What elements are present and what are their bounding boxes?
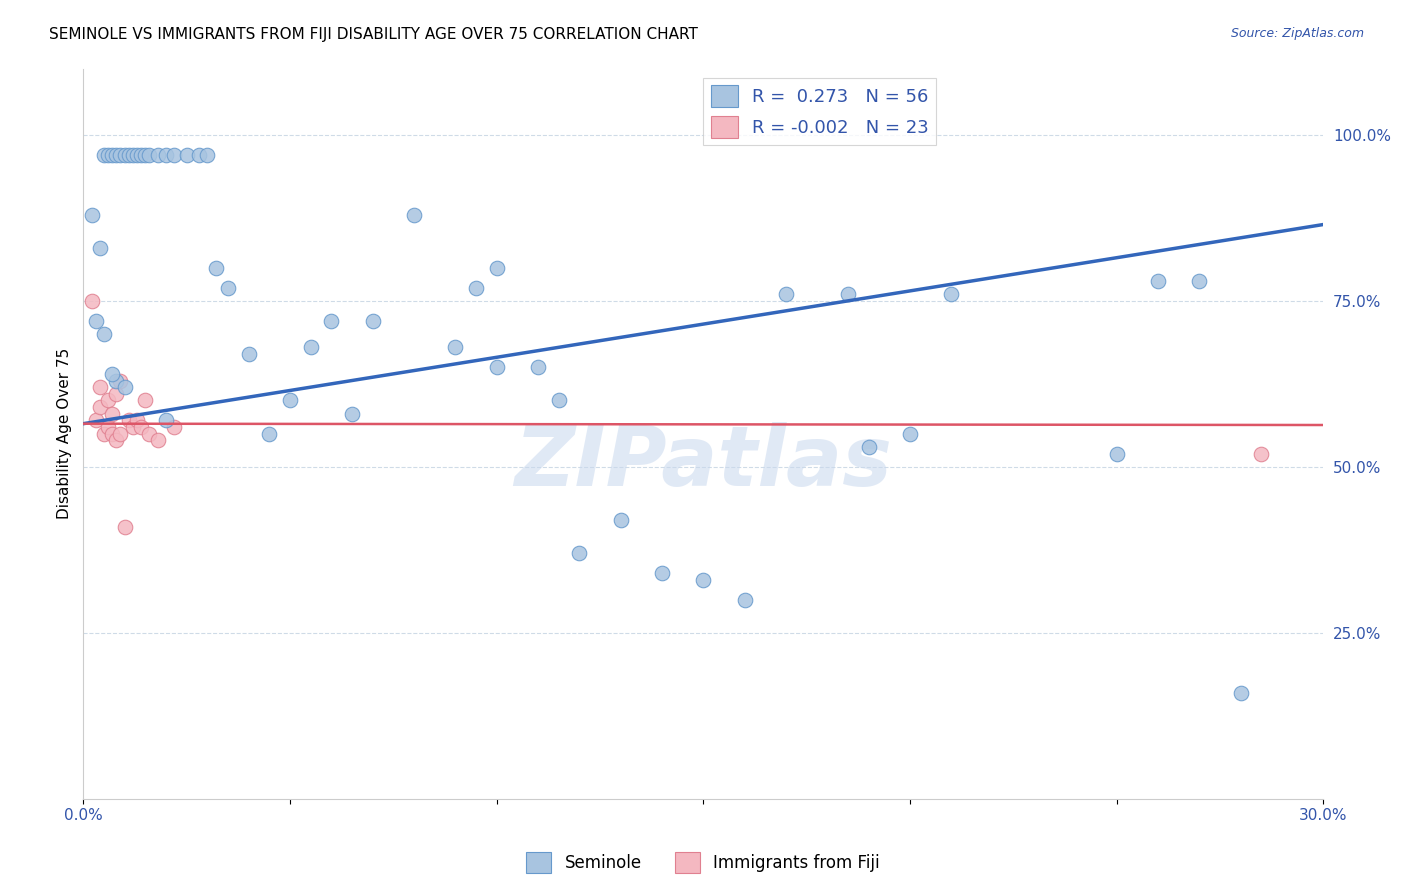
Point <box>129 148 152 162</box>
Point <box>1188 274 1211 288</box>
Point <box>114 519 136 533</box>
Point <box>97 393 120 408</box>
Point <box>101 367 124 381</box>
Point <box>775 287 797 301</box>
Point <box>651 566 673 580</box>
Point <box>84 413 107 427</box>
Point <box>105 148 128 162</box>
Point <box>188 148 211 162</box>
Point <box>80 293 103 308</box>
Point <box>97 148 120 162</box>
Point <box>89 380 111 394</box>
Point <box>114 148 136 162</box>
Point <box>97 420 120 434</box>
Point <box>122 148 145 162</box>
Point <box>837 287 859 301</box>
Point <box>1229 685 1251 699</box>
Point <box>118 148 141 162</box>
Point <box>84 314 107 328</box>
Point <box>134 393 156 408</box>
Point <box>176 148 198 162</box>
Point <box>485 360 508 375</box>
Point <box>155 148 177 162</box>
Legend: R =  0.273   N = 56, R = -0.002   N = 23: R = 0.273 N = 56, R = -0.002 N = 23 <box>703 78 936 145</box>
Point <box>321 314 343 328</box>
Point <box>89 241 111 255</box>
Point <box>110 374 132 388</box>
Point <box>1250 446 1272 460</box>
Point <box>858 440 880 454</box>
Point <box>340 407 363 421</box>
Point <box>101 148 124 162</box>
Point <box>125 413 148 427</box>
Point <box>93 426 115 441</box>
Point <box>547 393 569 408</box>
Point <box>163 420 186 434</box>
Point <box>110 148 132 162</box>
Point <box>138 426 160 441</box>
Point <box>204 260 226 275</box>
Point <box>146 434 169 448</box>
Point <box>734 592 756 607</box>
Point <box>217 280 239 294</box>
Point <box>609 513 631 527</box>
Point <box>105 386 128 401</box>
Point <box>118 413 141 427</box>
Point <box>93 327 115 342</box>
Point <box>485 260 508 275</box>
Point <box>138 148 160 162</box>
Point <box>941 287 963 301</box>
Point <box>110 426 132 441</box>
Text: ZIPatlas: ZIPatlas <box>515 422 893 503</box>
Point <box>361 314 384 328</box>
Point <box>692 573 714 587</box>
Point <box>105 374 128 388</box>
Point <box>80 208 103 222</box>
Point <box>259 426 281 441</box>
Point <box>568 546 591 560</box>
Point <box>89 400 111 414</box>
Point <box>114 380 136 394</box>
Point <box>1147 274 1170 288</box>
Point <box>93 148 115 162</box>
Point <box>195 148 218 162</box>
Point <box>1105 446 1128 460</box>
Point <box>402 208 425 222</box>
Point <box>129 420 152 434</box>
Legend: Seminole, Immigrants from Fiji: Seminole, Immigrants from Fiji <box>519 846 887 880</box>
Point <box>125 148 148 162</box>
Point <box>146 148 169 162</box>
Point <box>163 148 186 162</box>
Text: SEMINOLE VS IMMIGRANTS FROM FIJI DISABILITY AGE OVER 75 CORRELATION CHART: SEMINOLE VS IMMIGRANTS FROM FIJI DISABIL… <box>49 27 699 42</box>
Point <box>101 407 124 421</box>
Point <box>105 434 128 448</box>
Point <box>299 340 322 354</box>
Point <box>278 393 301 408</box>
Text: Source: ZipAtlas.com: Source: ZipAtlas.com <box>1230 27 1364 40</box>
Point <box>122 420 145 434</box>
Point <box>898 426 921 441</box>
Y-axis label: Disability Age Over 75: Disability Age Over 75 <box>58 348 72 519</box>
Point <box>444 340 467 354</box>
Point <box>155 413 177 427</box>
Point <box>101 426 124 441</box>
Point <box>465 280 488 294</box>
Point <box>238 347 260 361</box>
Point <box>134 148 156 162</box>
Point <box>527 360 550 375</box>
